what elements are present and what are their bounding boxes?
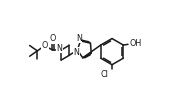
- Text: N: N: [57, 44, 63, 53]
- Text: N: N: [74, 48, 79, 57]
- Text: Cl: Cl: [100, 70, 108, 79]
- Text: O: O: [50, 34, 56, 43]
- Text: OH: OH: [130, 39, 142, 48]
- Text: O: O: [42, 41, 48, 50]
- Text: N: N: [76, 34, 82, 43]
